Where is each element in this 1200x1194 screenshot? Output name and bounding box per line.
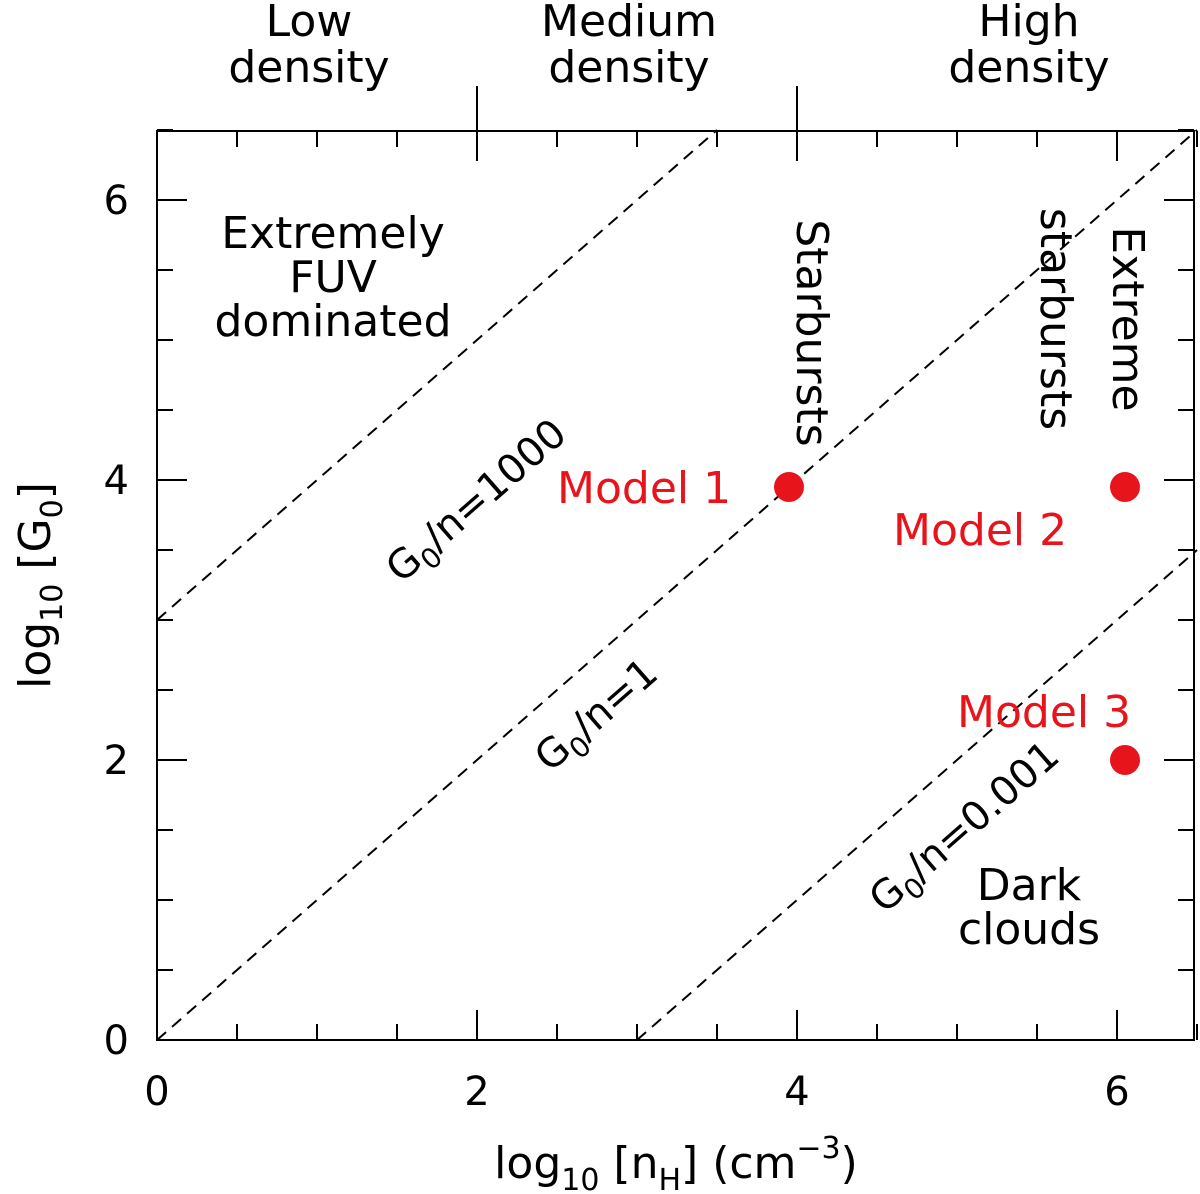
region-label: starbursts <box>1030 208 1081 430</box>
plot-border <box>156 130 1195 1041</box>
x-tick-label: 6 <box>1104 1069 1129 1115</box>
density-label: density <box>948 42 1109 93</box>
regime-line-label: G0/n=1 <box>526 650 671 786</box>
x-tick-label: 4 <box>784 1069 809 1115</box>
y-tick-label: 6 <box>104 178 129 224</box>
axis-ticks <box>157 129 1198 1040</box>
region-label: Extremely <box>221 208 444 259</box>
density-label: High <box>978 0 1079 47</box>
x-axis-label: log10 [nH] (cm−3) <box>494 1131 858 1194</box>
density-label: Low <box>266 0 353 47</box>
density-label: density <box>548 42 709 93</box>
density-label: density <box>228 42 389 93</box>
x-tick-label: 0 <box>144 1069 169 1115</box>
region-label: dominated <box>214 296 451 347</box>
model-point <box>1110 472 1140 502</box>
y-tick-label: 2 <box>104 738 129 784</box>
model-point <box>1110 745 1140 775</box>
region-label: clouds <box>958 904 1100 955</box>
region-label: Dark <box>977 860 1082 911</box>
regime-line <box>636 549 1198 1041</box>
y-axis-label: log10 [G0] <box>10 482 70 689</box>
regime-line <box>156 129 1198 1041</box>
model-label: Model 3 <box>957 687 1131 738</box>
y-tick-label: 4 <box>104 458 129 504</box>
region-label: Starbursts <box>786 219 837 446</box>
y-tick-label: 0 <box>104 1018 129 1064</box>
regime-lines <box>156 129 1198 1041</box>
regime-line-label: G0/n=1000 <box>377 410 580 597</box>
model-point <box>774 472 804 502</box>
plot-frame <box>156 86 1195 1041</box>
region-label: FUV <box>289 252 377 303</box>
model-label: Model 1 <box>557 463 731 514</box>
region-label: Extreme <box>1102 226 1153 411</box>
x-tick-label: 2 <box>464 1069 489 1115</box>
density-label: Medium <box>541 0 717 47</box>
model-points: Model 1 Model 2 Model 3 <box>557 463 1140 775</box>
regime-line <box>156 129 718 621</box>
model-label: Model 2 <box>893 505 1067 556</box>
